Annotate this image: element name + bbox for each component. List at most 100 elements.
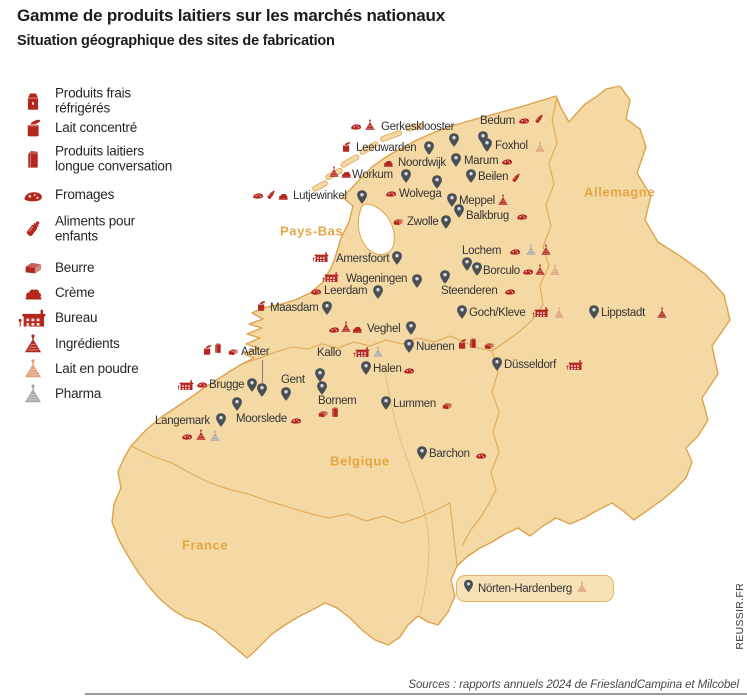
region-label-pays-bas: Pays-Bas [280,223,344,239]
map-pin-icon [246,378,258,393]
cheese-icon [252,189,264,201]
city-label: Lochem [462,245,502,257]
building-icon [312,251,330,263]
city-label: Bornem [318,395,357,407]
legend-label: Produits frais réfrigérés [55,85,131,115]
region-label-belgique: Belgique [330,453,390,469]
city-label: Balkbrug [466,210,509,222]
map-pin-icon [423,141,435,156]
baby-bottle-icon [23,219,44,240]
can-icon [201,344,213,356]
butter-icon [23,258,44,279]
funnel-icon [549,264,561,276]
funnel-icon [372,346,384,358]
carton-icon [23,149,44,170]
legend-label: Lait en poudre [55,360,139,376]
legend-label: Fromages [55,186,115,202]
credit-vertical: REUSSIR.FR [734,583,746,650]
funnel-icon [497,194,509,206]
city-label: Workum [352,169,393,181]
funnel-icon [534,141,546,153]
city-label: Wageningen [346,273,408,285]
carton-icon [467,337,479,349]
map-pin-icon [215,413,227,428]
city-label: Veghel [367,323,401,335]
page-subtitle: Situation géographique des sites de fabr… [17,33,335,49]
funnel-icon [328,166,340,178]
cheese-icon [350,120,362,132]
cheese-icon [475,449,487,461]
funnel-icon [553,307,565,319]
can-icon [23,118,44,139]
map-pin-icon [448,133,460,148]
city-label: Kallo [317,347,342,359]
cream-icon [23,283,44,304]
city-label: Wolvega [399,188,442,200]
legend-label: Bureau [55,309,98,325]
city-label: Gerkesklooster [381,121,455,133]
can-icon [340,141,352,153]
map-pin-icon [461,257,473,272]
city-label: Goch/Kleve [469,307,526,319]
legend-label: Crème [55,284,95,300]
funnel-icon [364,119,376,131]
baby-bottle-icon [265,189,277,201]
city-label: Amersfoort [336,253,390,265]
cream-icon [277,190,289,202]
funnel-icon [525,244,537,256]
map-pin-icon [453,204,465,219]
map-pin-icon [450,153,462,168]
city-label: Zwolle [407,216,439,228]
city-label: Aalter [241,346,270,358]
legend-label: Pharma [55,385,102,401]
region-label-france: France [182,537,229,553]
building-icon [177,379,195,391]
city-label: Maasdam [270,302,319,314]
map-pin-icon [431,175,443,190]
map-pin-icon [280,387,292,402]
cheese-icon [23,185,44,206]
city-label: Marum [464,155,499,167]
cream-icon [340,168,352,180]
city-label: Noordwijk [398,157,446,169]
funnel-icon [23,334,44,355]
cheese-icon [181,430,193,442]
city-label: Meppel [459,195,495,207]
map-pin-icon [400,169,412,184]
butter-icon [392,216,404,228]
cheese-icon [290,414,302,426]
butter-icon [227,346,239,358]
map-pin-icon [463,579,474,598]
building-icon [18,308,48,329]
city-label: Halen [373,363,402,375]
cheese-icon [403,364,415,376]
cheese-icon [196,378,208,390]
map-pin-icon [456,305,468,320]
map-pin-icon [231,397,243,412]
legend-label: Produits laitiers longue conversation [55,143,173,173]
map-pin-icon [411,274,423,289]
building-icon [532,306,550,318]
bottom-rule [85,693,747,695]
funnel-icon [195,429,207,441]
map-pin-icon [588,305,600,320]
legend-label: Aliments pour enfants [55,213,135,243]
cheese-icon [385,187,397,199]
map-pin-icon [446,193,458,208]
map-pin-icon [471,262,483,277]
city-label: Leerdam [324,285,368,297]
map-pin-icon [491,357,503,372]
building-icon [353,346,371,358]
can-icon [456,338,468,350]
city-label: Nuenen [416,341,455,353]
map-pin-icon [391,251,403,266]
page-title: Gamme de produits laitiers sur les march… [17,6,445,25]
city-label: Leeuwarden [356,142,417,154]
carton-icon [212,342,224,354]
city-label: Lummen [393,398,436,410]
baby-bottle-icon [510,172,522,184]
cheese-icon [509,245,521,257]
city-label: Beilen [478,171,509,183]
city-label: Bedum [480,115,515,127]
